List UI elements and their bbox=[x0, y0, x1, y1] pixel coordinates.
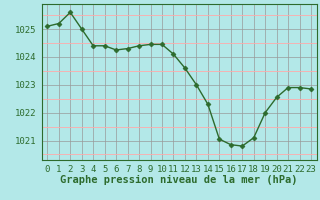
X-axis label: Graphe pression niveau de la mer (hPa): Graphe pression niveau de la mer (hPa) bbox=[60, 175, 298, 185]
